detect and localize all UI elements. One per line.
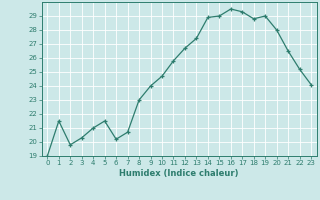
X-axis label: Humidex (Indice chaleur): Humidex (Indice chaleur) xyxy=(119,169,239,178)
